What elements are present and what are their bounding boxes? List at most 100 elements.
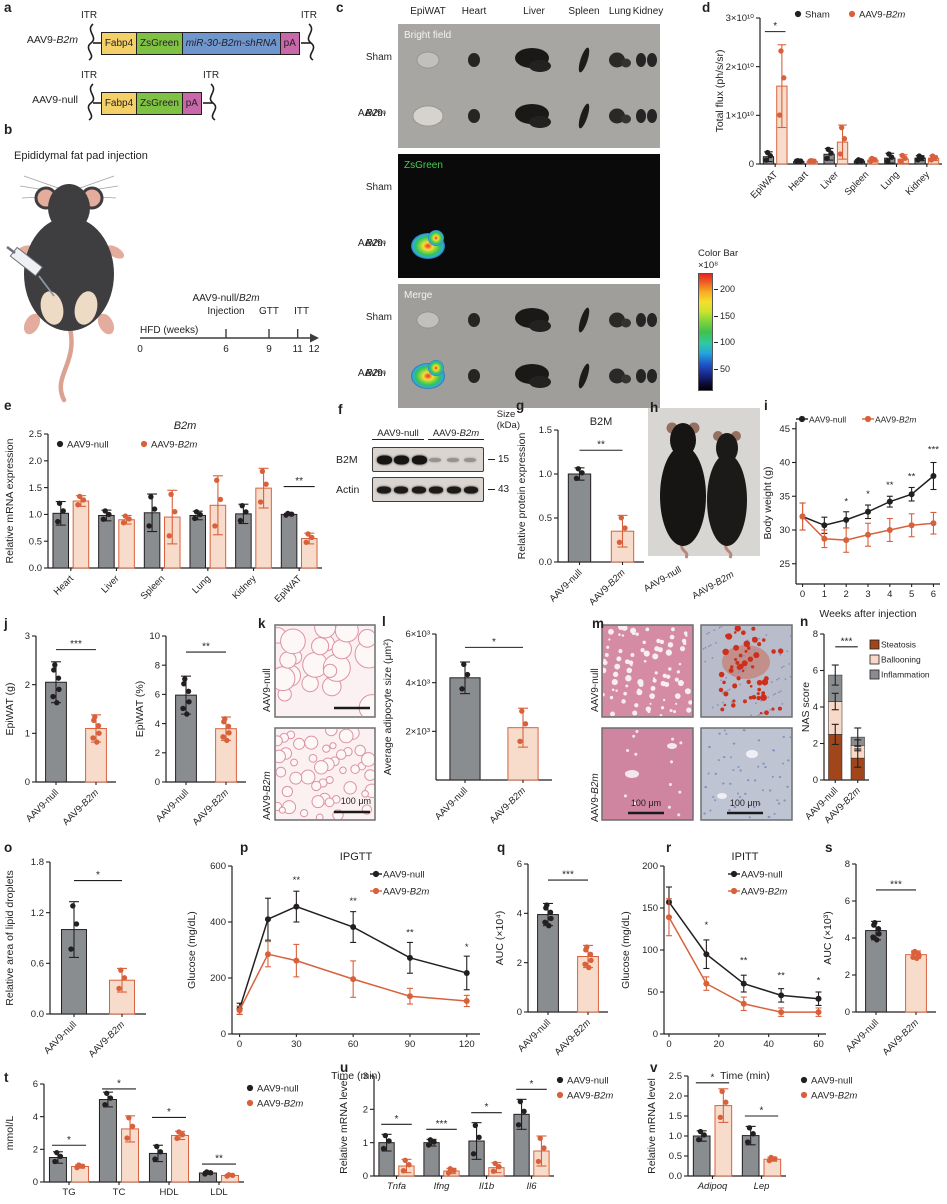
svg-text:60: 60 — [348, 1039, 359, 1050]
svg-text:EpiWAT (g): EpiWAT (g) — [4, 683, 16, 736]
svg-text:35: 35 — [779, 491, 790, 502]
svg-text:Time (min): Time (min) — [720, 1070, 770, 1082]
panel-letter-h: h — [650, 400, 659, 415]
svg-text:4: 4 — [517, 909, 522, 920]
svg-text:AAV9-null: AAV9-null — [383, 869, 425, 880]
panel-i-chart-body-weight: 25 30 35 40 45 0 1 2 3 4 5 6 * * ** ** *** AAV9-null AAV9-… — [760, 406, 946, 625]
svg-text:Heart: Heart — [52, 573, 76, 597]
cassette-box-fabp4: Fabp4 — [100, 92, 138, 115]
svg-text:AAV9-null: AAV9-null — [741, 869, 783, 880]
svg-text:4: 4 — [33, 1112, 38, 1123]
svg-text:12: 12 — [308, 344, 320, 355]
svg-text:100 μm: 100 μm — [631, 798, 661, 808]
color-bar-tick-200: 200 — [720, 284, 736, 294]
svg-text:HDL: HDL — [159, 1187, 178, 1198]
svg-text:0.6: 0.6 — [31, 959, 44, 970]
blot-group-b2m: AAV9-B2m — [428, 428, 484, 440]
svg-text:1.0: 1.0 — [29, 510, 42, 521]
svg-text:0: 0 — [33, 1177, 38, 1188]
svg-text:AAV9-B2m: AAV9-B2m — [567, 1090, 613, 1101]
svg-text:Heart: Heart — [786, 169, 810, 193]
row-label-sham: Sham — [365, 52, 392, 63]
panel-l-chart-adipocyte-size: 2×10³ 4×10³ 6×10³ AAV9-null AAV9-B2m * Average… — [380, 620, 588, 851]
mice-photo-illustration — [648, 408, 760, 559]
svg-text:**: ** — [203, 642, 211, 653]
row-label-sham: Sham — [365, 182, 392, 193]
svg-text:**: ** — [908, 471, 916, 482]
blot-group-null: AAV9-null — [372, 428, 424, 440]
itr-glyph — [87, 83, 101, 121]
svg-text:6: 6 — [517, 859, 522, 870]
svg-text:10: 10 — [150, 631, 161, 642]
zsgreen-image: ZsGreen — [398, 154, 660, 278]
svg-text:TC: TC — [113, 1187, 126, 1198]
svg-text:1: 1 — [363, 1138, 368, 1149]
svg-text:***: *** — [436, 1119, 448, 1130]
blot-row-b2m: B2M 15 — [336, 447, 512, 472]
svg-text:1.0: 1.0 — [669, 1131, 682, 1142]
svg-text:6: 6 — [155, 690, 160, 701]
blot-protein-actin: Actin — [336, 483, 360, 496]
itr-right: ITR — [202, 68, 224, 126]
svg-text:2: 2 — [517, 958, 522, 969]
svg-text:AUC (×10³): AUC (×10³) — [822, 911, 834, 964]
svg-text:1.8: 1.8 — [31, 857, 44, 868]
svg-text:0: 0 — [155, 777, 160, 788]
svg-text:6×10³: 6×10³ — [405, 629, 430, 640]
svg-text:Adipoq: Adipoq — [697, 1181, 728, 1192]
panel-b-title: Epididymal fat pad injection — [14, 150, 148, 162]
itr-left: ITR — [80, 8, 102, 66]
zsgreen-row: Sham AAV9- B2m ZsGreen — [332, 154, 660, 278]
svg-text:40: 40 — [779, 458, 790, 469]
panel-q-chart-auc-gtt: 0 2 4 6 AAV9-null AAV9-B2m *** AUC (×10⁴) — [492, 846, 618, 1087]
svg-text:2: 2 — [845, 970, 850, 981]
panel-letter-c: c — [336, 0, 344, 15]
panel-letter-m: m — [592, 616, 605, 631]
color-bar-tick-150: 150 — [720, 311, 736, 321]
row-label-sham: Sham — [365, 312, 392, 323]
svg-text:3: 3 — [363, 1071, 368, 1082]
svg-text:6: 6 — [845, 896, 850, 907]
panel-h-mice-photo: AAV9-null AAV9-B2m — [642, 408, 762, 620]
color-bar-gradient: 200 150 100 50 — [698, 273, 735, 391]
experiment-timeline: HFD (weeks) AAV9-null/B2m Injection GTT ITT 0… — [137, 293, 320, 355]
panel-n-chart-nas-score: 0 2 4 6 8 AAV9-null AAV9-B2m *** Steatosis Balloo… — [798, 620, 947, 851]
svg-text:AAV9-null/B2m: AAV9-null/B2m — [192, 293, 259, 304]
svg-text:1: 1 — [822, 589, 827, 600]
svg-text:GTT: GTT — [259, 306, 279, 317]
svg-text:2: 2 — [155, 748, 160, 759]
svg-text:0.0: 0.0 — [29, 563, 42, 574]
panel-letter-b: b — [4, 122, 13, 137]
svg-text:AAV9-B2m: AAV9-B2m — [87, 1019, 128, 1060]
svg-text:2.5: 2.5 — [29, 429, 42, 440]
panel-m-liver-histology: AAV9-null AAV9-B2m 100 μm 100 μm — [588, 624, 798, 844]
svg-text:*: * — [96, 870, 100, 881]
svg-text:**: ** — [293, 875, 301, 886]
svg-text:***: *** — [70, 639, 82, 650]
svg-text:1.5: 1.5 — [669, 1111, 682, 1122]
svg-text:AAV9-B2m: AAV9-B2m — [553, 1017, 594, 1058]
blot-mw-43: 43 — [488, 484, 509, 495]
organ-label-spleen: Spleen — [568, 6, 600, 17]
construct-cassette: Fabp4 ZsGreen pA — [100, 92, 202, 115]
svg-text:AAV9-null: AAV9-null — [547, 567, 584, 604]
svg-text:Spleen: Spleen — [843, 169, 872, 198]
panel-p-chart-ipgtt: 0 200 400 600 0 30 60 90 120 ** ** ** * AAV9-null AAV9… — [184, 846, 488, 1087]
blot-mw-15: 15 — [488, 454, 509, 465]
svg-text:Relative mRNA level: Relative mRNA level — [646, 1078, 658, 1174]
svg-text:Lung: Lung — [879, 169, 902, 192]
svg-text:**: ** — [295, 476, 303, 487]
svg-text:0.0: 0.0 — [31, 1009, 44, 1020]
svg-text:Lung: Lung — [190, 573, 213, 596]
svg-text:4×10³: 4×10³ — [405, 678, 430, 689]
svg-text:NAS score: NAS score — [800, 682, 812, 732]
panel-f-westernblot: AAV9-null AAV9-B2m Size (kDa) B2M 15 Acti… — [336, 409, 520, 502]
panel-letter-l: l — [382, 614, 386, 629]
organ-labels: EpiWAT Heart Liver Spleen Lung Kidney — [332, 6, 694, 22]
histology-label-b2m: AAV9-B2m — [262, 771, 273, 820]
svg-text:AAV9-null: AAV9-null — [42, 1019, 79, 1056]
svg-text:Glucose (mg/dL): Glucose (mg/dL) — [620, 911, 632, 989]
blot-bands-b2m — [372, 447, 484, 472]
svg-text:EpiWAT: EpiWAT — [273, 573, 305, 605]
svg-text:*: * — [760, 1106, 764, 1117]
